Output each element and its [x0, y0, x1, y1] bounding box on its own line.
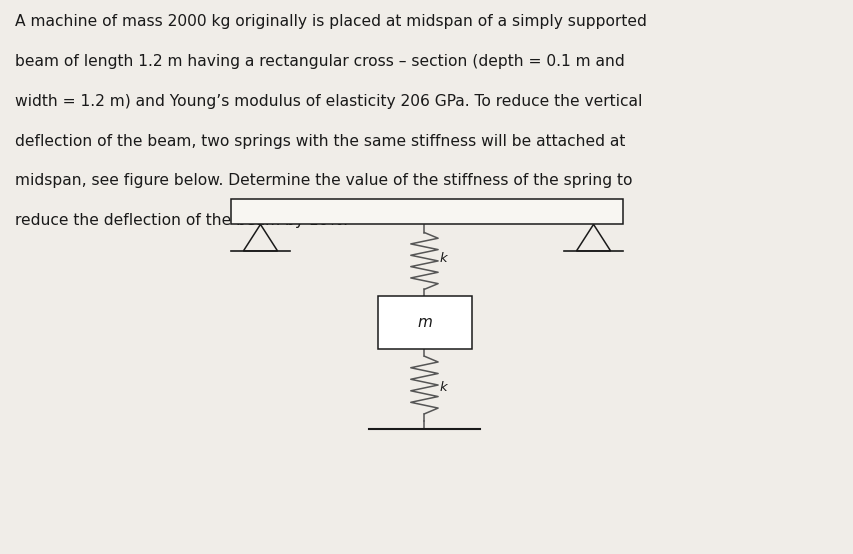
Bar [230, 199, 623, 224]
Text: midspan, see figure below. Determine the value of the stiffness of the spring to: midspan, see figure below. Determine the… [15, 173, 632, 188]
Bar [378, 296, 472, 349]
Text: reduce the deflection of the beam by 10%.: reduce the deflection of the beam by 10%… [15, 213, 348, 228]
Text: deflection of the beam, two springs with the same stiffness will be attached at: deflection of the beam, two springs with… [15, 134, 625, 148]
Text: A machine of mass 2000 kg originally is placed at midspan of a simply supported: A machine of mass 2000 kg originally is … [15, 14, 647, 29]
Text: k: k [439, 252, 447, 265]
Text: width = 1.2 m) and Young’s modulus of elasticity 206 GPa. To reduce the vertical: width = 1.2 m) and Young’s modulus of el… [15, 94, 642, 109]
Text: beam of length 1.2 m having a rectangular cross – section (depth = 0.1 m and: beam of length 1.2 m having a rectangula… [15, 54, 624, 69]
Text: m: m [417, 315, 432, 330]
Text: k: k [439, 381, 447, 394]
